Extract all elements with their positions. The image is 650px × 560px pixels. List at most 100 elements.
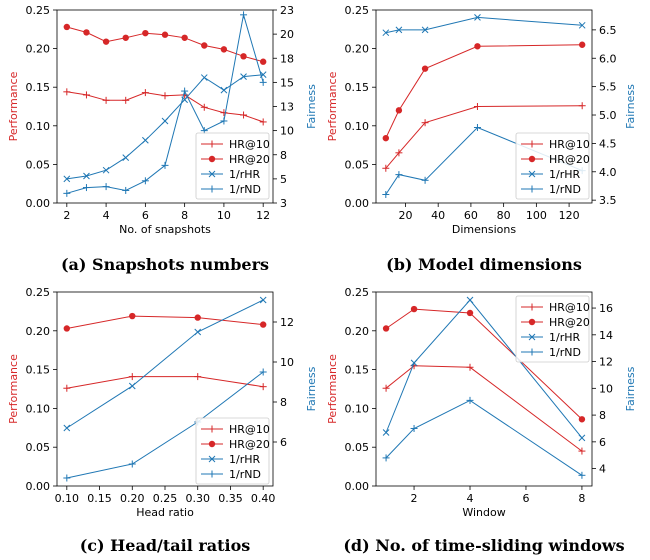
- y-left-axis-label: Performance: [326, 71, 339, 141]
- series-1/rND: [382, 396, 586, 479]
- data-point: [82, 184, 90, 192]
- data-point: [382, 384, 390, 392]
- data-point: [466, 363, 474, 371]
- plot-frame: [375, 9, 593, 204]
- chart-panel-3: 0.10 0.15 0.20 0.25 0.30 0.35 0.40 0.00 0.05 0.10…: [7, 286, 318, 555]
- subfigure-caption: (b) Model dimensions: [386, 255, 582, 274]
- legend-marker: [208, 470, 216, 478]
- y-right-axis-label: Fairness: [624, 366, 637, 411]
- data-point: [141, 89, 149, 97]
- y-right-tick-label: 15: [280, 76, 294, 89]
- y-right-tick-label: 12: [599, 356, 613, 369]
- data-point: [220, 46, 228, 53]
- legend-marker: [528, 170, 536, 178]
- y-right-tick-label: 5.0: [599, 109, 617, 122]
- y-right-tick-label: 4.0: [599, 166, 617, 179]
- y-right-tick-label: 5: [280, 173, 287, 186]
- data-point: [240, 73, 247, 80]
- data-point: [102, 38, 110, 45]
- y-right-tick-label: 8: [280, 149, 287, 162]
- y-right-tick-label: 3: [280, 197, 287, 210]
- data-point: [410, 359, 418, 367]
- data-point: [122, 34, 129, 41]
- legend-label: 1/rHR: [229, 168, 260, 181]
- legend-label: HR@20: [549, 153, 590, 166]
- y-right-tick-label: 16: [599, 302, 613, 315]
- data-point: [259, 321, 267, 328]
- y-right-tick-label: 18: [280, 52, 294, 65]
- legend-box: [195, 417, 270, 485]
- legend-box: [515, 295, 590, 363]
- data-point: [259, 118, 267, 126]
- data-point: [141, 177, 149, 185]
- legend-marker: [208, 140, 216, 148]
- series-line: [385, 16, 583, 34]
- legend-marker: [208, 425, 216, 433]
- legend-marker: [208, 155, 216, 163]
- y-right-tick-label: 20: [280, 28, 294, 41]
- data-point: [194, 314, 201, 321]
- series-HR@20: [382, 305, 586, 423]
- y-left-tick-label: 0.00: [345, 480, 370, 493]
- y-right-tick-label: 4.5: [599, 137, 617, 150]
- data-point: [63, 189, 71, 197]
- y-right-axis-label: Fairness: [305, 366, 318, 411]
- data-point: [240, 53, 247, 60]
- data-point: [395, 149, 403, 157]
- data-point: [578, 21, 586, 29]
- legend: HR@10 HR@20 1/rHR 1/rND: [515, 132, 590, 200]
- x-tick-label: 100: [526, 209, 547, 222]
- data-point: [473, 103, 481, 110]
- data-point: [259, 383, 267, 391]
- legend-label: 1/rND: [229, 183, 261, 196]
- y-right-tick-label: 10: [599, 382, 613, 395]
- legend-label: HR@20: [229, 153, 270, 166]
- series-line: [385, 44, 583, 139]
- y-right-tick-label: 10: [280, 356, 294, 369]
- legend-marker: [208, 185, 216, 193]
- y-right-tick-label: 6.5: [599, 24, 617, 37]
- data-point: [259, 78, 267, 86]
- legend-marker: [528, 185, 536, 193]
- legend-label: HR@10: [229, 423, 270, 436]
- legend-label: 1/rND: [229, 468, 261, 481]
- series-HR@10: [63, 88, 267, 126]
- legend-label: 1/rND: [549, 346, 581, 359]
- data-point: [410, 305, 418, 313]
- x-tick-label: 6: [142, 209, 149, 222]
- data-point: [194, 373, 202, 381]
- y-right-tick-label: 5.5: [599, 81, 617, 94]
- y-left-tick-label: 0.00: [345, 197, 370, 210]
- data-point: [161, 161, 169, 169]
- series-HR@20: [382, 41, 586, 142]
- y-left-tick-label: 0.05: [345, 158, 370, 171]
- legend-box: [195, 132, 270, 200]
- data-point: [63, 175, 71, 183]
- data-point: [382, 325, 390, 332]
- legend-marker: [528, 155, 536, 163]
- data-point: [240, 111, 248, 119]
- plot-frame: [375, 291, 593, 487]
- data-point: [578, 447, 586, 455]
- chart-panel-2: 20 40 60 80 100 120 0.00 0.05 0.10 0.15 0.20 0.25 3.…: [326, 4, 637, 274]
- y-right-tick-label: 4: [599, 463, 606, 476]
- data-point: [578, 102, 586, 110]
- data-point: [259, 368, 267, 376]
- y-left-tick-label: 0.05: [26, 441, 51, 454]
- data-point: [240, 11, 248, 19]
- y-right-tick-label: 6.0: [599, 52, 617, 65]
- series-1/rHR: [382, 296, 586, 442]
- y-left-tick-label: 0.05: [26, 158, 51, 171]
- series-1/rND: [382, 124, 586, 198]
- x-tick-label: 10: [217, 209, 231, 222]
- data-point: [102, 166, 110, 174]
- y-right-tick-label: 6: [599, 436, 606, 449]
- x-axis-label: Head ratio: [136, 506, 194, 519]
- chart-panel-4: 2 4 6 8 0.00 0.05 0.10 0.15 0.20 0.25 4 6 8 10 12 14 16 W…: [326, 286, 637, 555]
- x-tick-label: 0.25: [153, 492, 178, 505]
- data-point: [395, 171, 403, 179]
- series-line: [385, 308, 583, 420]
- series-line: [385, 299, 583, 439]
- y-left-tick-label: 0.20: [345, 43, 370, 56]
- y-left-tick-label: 0.20: [345, 325, 370, 338]
